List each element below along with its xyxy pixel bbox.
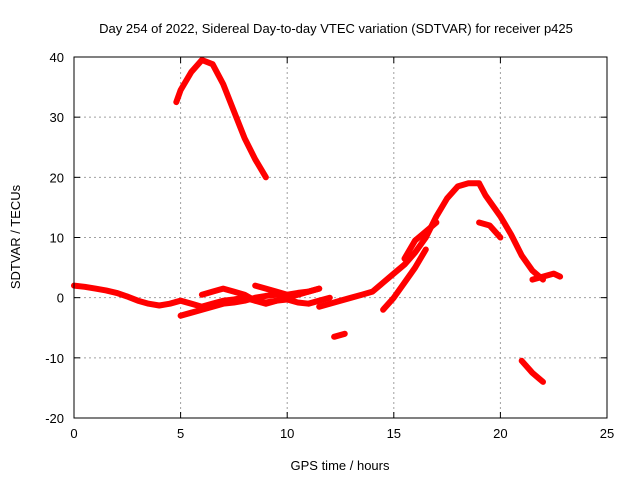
axis-ticks: 0 5 10 15 20 25 -20 -10 0 10 20 30 40 xyxy=(45,50,614,441)
x-tick-label: 25 xyxy=(600,426,614,441)
series-arc-4 xyxy=(252,282,291,298)
y-tick-label: -10 xyxy=(45,351,64,366)
x-tick-label: 15 xyxy=(387,426,401,441)
series-arc-6 xyxy=(316,180,546,310)
x-axis-label: GPS time / hours xyxy=(291,458,390,473)
x-tick-label: 20 xyxy=(493,426,507,441)
y-tick-label: 10 xyxy=(50,231,64,246)
series-arc-11 xyxy=(518,357,546,385)
y-tick-label: 30 xyxy=(50,110,64,125)
y-tick-label: 0 xyxy=(57,291,64,306)
x-tick-label: 10 xyxy=(280,426,294,441)
series-arc-8 xyxy=(401,219,440,262)
y-axis-label: SDTVAR / TECUs xyxy=(8,184,23,289)
series-arc-5 xyxy=(173,57,269,181)
x-tick-label: 5 xyxy=(177,426,184,441)
y-tick-label: -20 xyxy=(45,411,64,426)
x-tick-label: 0 xyxy=(70,426,77,441)
chart-title: Day 254 of 2022, Sidereal Day-to-day VTE… xyxy=(99,21,573,36)
series-layer xyxy=(71,57,564,385)
y-tick-label: 40 xyxy=(50,50,64,65)
series-arc-7 xyxy=(380,246,429,313)
y-tick-label: 20 xyxy=(50,170,64,185)
series-arc-12 xyxy=(331,330,348,340)
series-arc-10 xyxy=(529,270,564,283)
series-arc-9 xyxy=(476,219,504,241)
series-arc-3 xyxy=(198,285,323,307)
